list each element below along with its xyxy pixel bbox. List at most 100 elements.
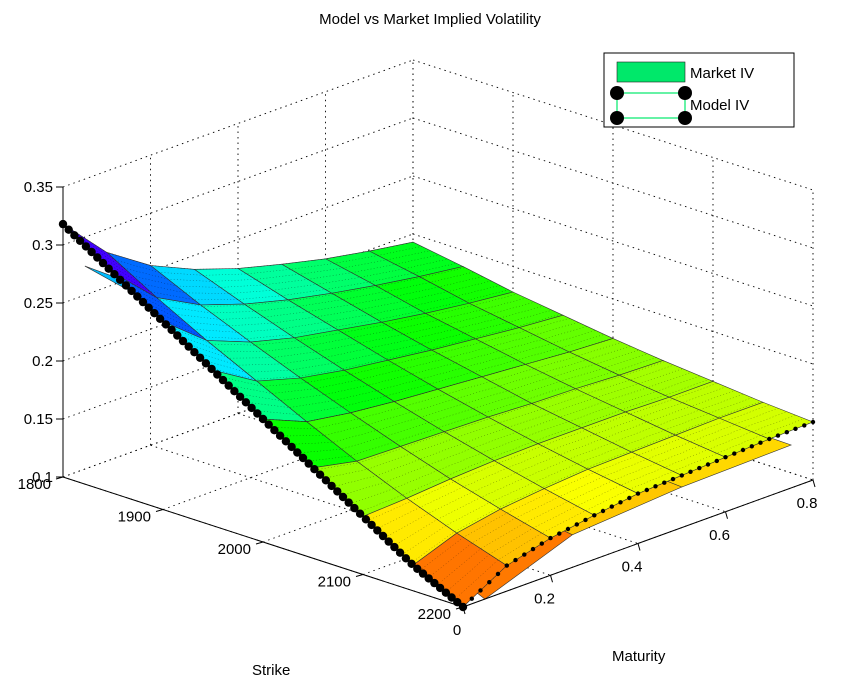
model-iv-marker — [264, 420, 273, 429]
model-iv-marker — [98, 258, 108, 268]
model-iv-marker — [93, 253, 102, 262]
model-iv-marker — [395, 548, 405, 557]
model-iv-marker — [373, 526, 382, 535]
model-iv-marker — [310, 465, 319, 474]
z-tick-label: 0.1 — [32, 469, 53, 486]
model-iv-marker — [367, 520, 376, 530]
grid-line — [412, 117, 814, 249]
model-iv-marker — [247, 403, 256, 413]
legend: Market IV Model IV — [603, 52, 795, 128]
model-iv-marker — [407, 559, 416, 568]
model-iv-mesh-line — [280, 345, 631, 437]
model-iv-marker — [767, 436, 772, 442]
model-iv-marker — [270, 426, 279, 435]
model-iv-marker — [670, 476, 676, 482]
model-iv-marker — [430, 578, 439, 588]
model-iv-marker — [281, 437, 291, 446]
model-iv-marker — [469, 596, 474, 601]
model-iv-mesh-line — [436, 411, 787, 586]
legend-swatch-model-iv — [610, 86, 692, 125]
y-tick-label: 0.4 — [622, 559, 643, 576]
model-iv-marker — [758, 440, 763, 445]
model-iv-marker — [235, 392, 245, 401]
x-tick-label: 2000 — [218, 541, 251, 558]
z-tick-label: 0.15 — [24, 411, 53, 428]
y-tick — [812, 479, 816, 488]
model-iv-marker — [201, 359, 211, 368]
model-iv-mesh-line — [167, 293, 518, 346]
model-iv-mesh-line — [184, 301, 535, 359]
z-tick-label: 0.35 — [24, 179, 53, 196]
model-iv-mesh-line — [123, 271, 474, 314]
grid-line — [412, 233, 814, 365]
model-iv-marker — [315, 470, 325, 479]
model-iv-marker — [749, 444, 754, 449]
model-iv-marker — [401, 554, 411, 563]
model-iv-marker — [557, 531, 562, 536]
model-iv-marker — [644, 487, 649, 493]
model-iv-marker — [504, 563, 509, 568]
model-iv-marker — [344, 498, 353, 507]
x-tick-label: 1800 — [18, 476, 51, 493]
y-tick-label: 0 — [453, 622, 461, 639]
model-iv-mesh-line — [349, 375, 701, 505]
model-iv-mesh-line — [88, 249, 440, 288]
model-iv-mesh-line — [462, 421, 814, 608]
model-iv-mesh-line — [358, 379, 709, 513]
legend-swatch-market-iv — [616, 61, 686, 83]
model-iv-marker — [155, 314, 165, 323]
model-iv-marker — [802, 423, 807, 428]
model-iv-marker — [224, 381, 233, 390]
model-iv-mesh-line — [210, 313, 561, 380]
model-iv-marker — [110, 270, 119, 279]
model-iv-marker — [150, 309, 159, 318]
x-tick — [155, 509, 164, 512]
model-iv-marker — [784, 430, 789, 435]
model-iv-mesh-line — [175, 297, 527, 352]
model-iv-marker — [338, 492, 348, 502]
model-iv-marker — [87, 247, 96, 257]
model-iv-marker — [355, 509, 365, 518]
model-iv-marker — [275, 431, 285, 440]
y-tick — [550, 575, 553, 583]
model-iv-marker — [195, 353, 205, 362]
model-iv-mesh-line — [193, 305, 544, 366]
model-iv-marker — [495, 571, 501, 577]
model-iv-marker — [732, 451, 737, 456]
model-iv-mesh-line — [419, 404, 770, 571]
model-iv-marker — [190, 348, 199, 357]
model-iv-marker — [230, 387, 239, 396]
model-iv-marker — [293, 448, 302, 457]
model-iv-mesh-line — [97, 257, 448, 294]
y-tick-label: 0.8 — [797, 495, 818, 512]
model-iv-mesh-line — [62, 223, 414, 270]
model-iv-mesh-line — [115, 267, 466, 307]
x-tick — [455, 606, 464, 610]
model-iv-marker — [530, 546, 536, 552]
y-tick-label: 0.2 — [534, 590, 555, 607]
model-iv-marker — [81, 242, 91, 251]
model-iv-marker — [688, 469, 693, 474]
model-iv-mesh-line — [306, 357, 657, 462]
model-iv-marker — [115, 275, 125, 284]
model-iv-marker — [70, 231, 79, 240]
z-tick-label: 0.25 — [24, 295, 53, 312]
model-iv-marker — [539, 541, 544, 546]
model-iv-marker — [64, 225, 73, 234]
model-iv-marker — [592, 513, 597, 518]
model-iv-marker — [600, 508, 606, 514]
model-iv-mesh-line — [393, 393, 744, 547]
model-iv-marker — [793, 426, 798, 431]
model-iv-mesh-line — [332, 368, 683, 488]
model-iv-marker — [258, 414, 268, 424]
y-tick — [725, 511, 728, 519]
model-iv-marker — [413, 564, 422, 573]
model-iv-marker — [574, 522, 579, 527]
y-tick-label: 0.6 — [709, 527, 730, 544]
model-iv-marker — [478, 588, 483, 593]
model-iv-marker — [384, 537, 393, 546]
model-iv-marker — [705, 462, 711, 467]
model-iv-marker — [441, 588, 451, 597]
model-iv-marker — [565, 526, 571, 532]
